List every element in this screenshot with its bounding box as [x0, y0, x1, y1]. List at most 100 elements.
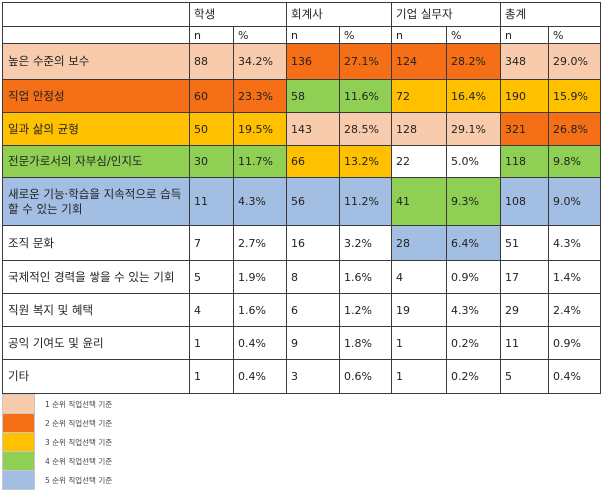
- n-cell: 1: [189, 359, 234, 394]
- pct-cell: 2.4%: [548, 293, 601, 327]
- n-cell: 143: [286, 112, 340, 146]
- n-cell: 72: [391, 79, 447, 113]
- row-label: 전문가로서의 자부심/인지도: [2, 145, 190, 178]
- pct-cell: 28.2%: [446, 43, 501, 80]
- n-cell: 5: [189, 260, 234, 294]
- pct-cell: 27.1%: [339, 43, 392, 80]
- group-header: 기업 실무자: [391, 2, 501, 27]
- n-cell: 11: [189, 177, 234, 226]
- pct-cell: 0.6%: [339, 359, 392, 394]
- n-cell: 6: [286, 293, 340, 327]
- pct-cell: 15.9%: [548, 79, 601, 113]
- pct-cell: 29.1%: [446, 112, 501, 146]
- n-cell: 30: [189, 145, 234, 178]
- pct-cell: 1.6%: [233, 293, 287, 327]
- n-cell: 5: [500, 359, 549, 394]
- pct-cell: 1.4%: [548, 260, 601, 294]
- n-header: n: [189, 26, 234, 44]
- n-cell: 190: [500, 79, 549, 113]
- pct-cell: 9.3%: [446, 177, 501, 226]
- n-cell: 22: [391, 145, 447, 178]
- pct-cell: 0.2%: [446, 326, 501, 360]
- n-cell: 1: [391, 359, 447, 394]
- table-row: 기타 1 0.4% 3 0.6% 1 0.2% 5 0.4%: [2, 359, 601, 394]
- pct-cell: 19.5%: [233, 112, 287, 146]
- n-cell: 60: [189, 79, 234, 113]
- header-row-groups: 학생 회계사 기업 실무자 총계: [2, 2, 601, 27]
- pct-cell: 2.7%: [233, 225, 287, 261]
- pct-header: %: [548, 26, 601, 44]
- n-cell: 50: [189, 112, 234, 146]
- n-header: n: [500, 26, 549, 44]
- row-label: 직원 복지 및 혜택: [2, 293, 190, 327]
- row-label: 조직 문화: [2, 225, 190, 261]
- n-cell: 8: [286, 260, 340, 294]
- pct-cell: 0.9%: [548, 326, 601, 360]
- header-row-units: n% n% n% n%: [2, 26, 601, 44]
- legend-label: 1 순위 직업선택 기준: [45, 399, 113, 409]
- pct-cell: 0.4%: [233, 326, 287, 360]
- n-cell: 29: [500, 293, 549, 327]
- legend-item: 1 순위 직업선택 기준: [2, 394, 235, 414]
- n-cell: 1: [391, 326, 447, 360]
- legend-item: 3 순위 직업선택 기준: [2, 432, 235, 452]
- n-cell: 1: [189, 326, 234, 360]
- pct-cell: 11.6%: [339, 79, 392, 113]
- n-cell: 348: [500, 43, 549, 80]
- pct-cell: 5.0%: [446, 145, 501, 178]
- pct-cell: 16.4%: [446, 79, 501, 113]
- pct-cell: 1.8%: [339, 326, 392, 360]
- legend: 1 순위 직업선택 기준 2 순위 직업선택 기준 3 순위 직업선택 기준 4 순위…: [2, 394, 235, 490]
- row-label: 기타: [2, 359, 190, 394]
- row-label: 직업 안정성: [2, 79, 190, 113]
- table-row: 직업 안정성 60 23.3% 58 11.6% 72 16.4% 190 15.9%: [2, 79, 601, 113]
- n-cell: 9: [286, 326, 340, 360]
- n-cell: 17: [500, 260, 549, 294]
- pct-cell: 0.4%: [233, 359, 287, 394]
- n-cell: 11: [500, 326, 549, 360]
- n-cell: 66: [286, 145, 340, 178]
- legend-swatch: [2, 451, 35, 471]
- legend-swatch: [2, 413, 35, 433]
- pct-cell: 29.0%: [548, 43, 601, 80]
- pct-cell: 3.2%: [339, 225, 392, 261]
- n-cell: 19: [391, 293, 447, 327]
- pct-cell: 0.4%: [548, 359, 601, 394]
- row-label: 국제적인 경력을 쌓을 수 있는 기회: [2, 260, 190, 294]
- n-cell: 4: [391, 260, 447, 294]
- n-cell: 128: [391, 112, 447, 146]
- n-cell: 108: [500, 177, 549, 226]
- n-cell: 3: [286, 359, 340, 394]
- pct-cell: 0.2%: [446, 359, 501, 394]
- n-cell: 7: [189, 225, 234, 261]
- table-row: 국제적인 경력을 쌓을 수 있는 기회 5 1.9% 8 1.6% 4 0.9% 17 1.4%: [2, 260, 601, 294]
- legend-item: 5 순위 직업선택 기준: [2, 470, 235, 490]
- table-row: 새로운 기능·학습을 지속적으로 습득할 수 있는 기회 11 4.3% 56 11.2…: [2, 177, 601, 226]
- legend-swatch: [2, 394, 35, 414]
- table-row: 조직 문화 7 2.7% 16 3.2% 28 6.4% 51 4.3%: [2, 225, 601, 261]
- pct-cell: 1.2%: [339, 293, 392, 327]
- row-label: 일과 삶의 균형: [2, 112, 190, 146]
- group-header: 회계사: [286, 2, 392, 27]
- group-header: 총계: [500, 2, 601, 27]
- n-cell: 56: [286, 177, 340, 226]
- pct-cell: 26.8%: [548, 112, 601, 146]
- table-row: 공익 기여도 및 윤리 1 0.4% 9 1.8% 1 0.2% 11 0.9%: [2, 326, 601, 360]
- n-cell: 136: [286, 43, 340, 80]
- header-corner-blank: [2, 26, 190, 44]
- pct-header: %: [233, 26, 287, 44]
- pct-cell: 13.2%: [339, 145, 392, 178]
- n-cell: 118: [500, 145, 549, 178]
- n-cell: 51: [500, 225, 549, 261]
- pct-cell: 23.3%: [233, 79, 287, 113]
- pct-cell: 11.2%: [339, 177, 392, 226]
- group-header: 학생: [189, 2, 287, 27]
- legend-swatch: [2, 432, 35, 452]
- pct-cell: 11.7%: [233, 145, 287, 178]
- legend-label: 5 순위 직업선택 기준: [45, 475, 113, 485]
- n-cell: 88: [189, 43, 234, 80]
- row-label: 공익 기여도 및 윤리: [2, 326, 190, 360]
- pct-header: %: [446, 26, 501, 44]
- row-label: 새로운 기능·학습을 지속적으로 습득할 수 있는 기회: [2, 177, 190, 226]
- results-table: 학생 회계사 기업 실무자 총계 n% n% n% n% 높은 수준의 보수 88 34.2% 136…: [2, 2, 601, 394]
